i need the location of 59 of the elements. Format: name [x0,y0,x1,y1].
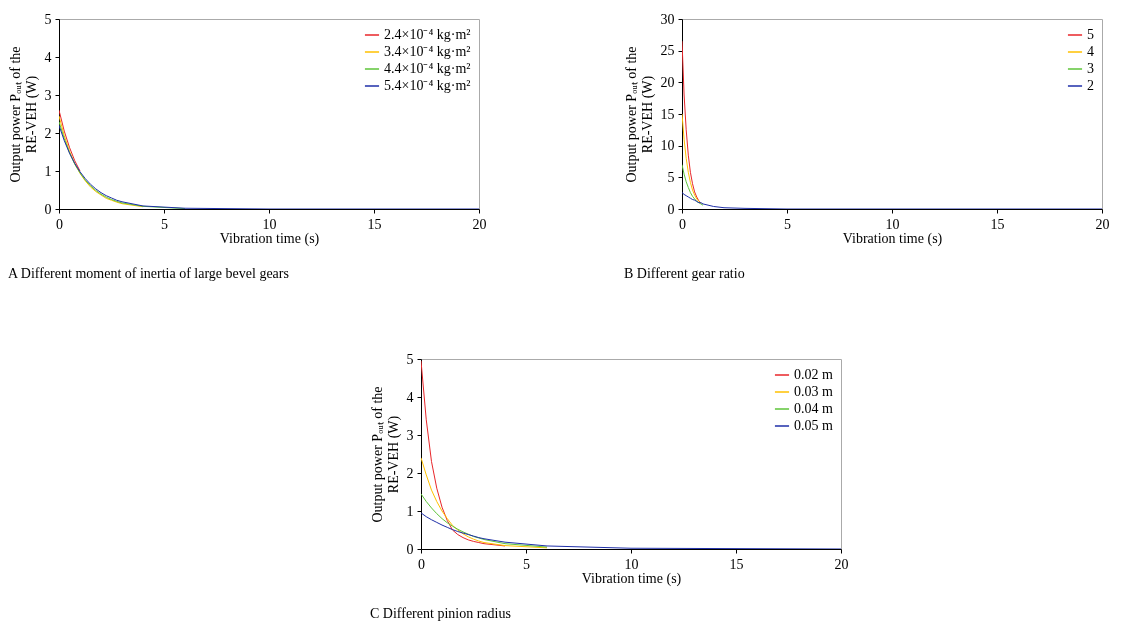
y-tick-label: 20 [660,74,675,90]
legend-label: 4 [1087,44,1094,59]
legend-label: 3.4×10⁻⁴ kg·m² [384,44,471,59]
y-tick-label: 1 [44,163,52,179]
x-tick-label: 20 [834,556,849,572]
x-tick-label: 20 [472,216,487,232]
x-tick-label: 0 [679,216,686,232]
x-tick-label: 20 [1095,216,1110,232]
legend-label: 0.04 m [794,401,833,416]
legend-label: 2 [1087,78,1094,93]
y-tick-label: 5 [44,11,52,27]
x-axis-title: Vibration time (s) [219,230,320,247]
legend-label: 0.05 m [794,418,833,433]
x-tick-label: 15 [367,216,382,232]
y-tick-label: 30 [660,11,675,27]
y-tick-label: 15 [660,106,675,122]
line-series [682,113,702,204]
legend-label: 3 [1087,61,1094,76]
y-axis-title: Output power Pₒᵤₜ of the RE-VEH (W) [7,46,40,183]
x-tick-label: 10 [885,216,900,232]
legend-label: 4.4×10⁻⁴ kg·m² [384,61,471,76]
y-tick-label: 3 [44,87,52,103]
legend-label: 0.03 m [794,384,833,399]
x-tick-label: 0 [418,556,425,572]
x-axis-title: Vibration time (s) [842,230,943,247]
y-tick-label: 2 [406,465,414,481]
text: C Different pinion radius [370,606,511,621]
y-tick-label: 3 [406,427,414,443]
line-series [682,164,704,206]
text: B Different gear ratio [624,266,745,281]
y-axis-title: Output power Pₒᵤₜ of the RE-VEH (W) [623,46,656,183]
y-tick-label: 5 [406,351,414,367]
line-series [421,493,548,548]
x-tick-label: 10 [624,556,639,572]
x-tick-label: 10 [262,216,277,232]
legend-label: 0.02 m [794,367,833,382]
y-tick-label: 10 [660,138,675,154]
y-tick-label: 0 [667,201,675,217]
x-axis-title: Vibration time (s) [581,570,682,587]
y-tick-label: 0 [406,541,414,557]
y-tick-label: 1 [406,503,414,519]
legend-label: 2.4×10⁻⁴ kg·m² [384,27,471,42]
y-tick-label: 0 [44,201,52,217]
legend-label: 5.4×10⁻⁴ kg·m² [384,78,471,93]
x-tick-label: 15 [990,216,1005,232]
y-axis-title: Output power Pₒᵤₜ of the RE-VEH (W) [369,386,402,523]
y-tick-label: 4 [44,49,52,65]
x-tick-label: 5 [784,216,791,232]
y-tick-label: 5 [667,169,675,185]
y-tick-label: 2 [44,125,52,141]
text: A Different moment of inertia of large bevel gears [8,266,289,281]
x-tick-label: 5 [523,556,530,572]
x-tick-label: 0 [56,216,63,232]
x-tick-label: 5 [161,216,168,232]
legend-label: 5 [1087,27,1094,42]
line-series [59,109,81,172]
y-tick-label: 4 [406,389,414,405]
y-tick-label: 25 [660,43,675,59]
x-tick-label: 15 [729,556,744,572]
